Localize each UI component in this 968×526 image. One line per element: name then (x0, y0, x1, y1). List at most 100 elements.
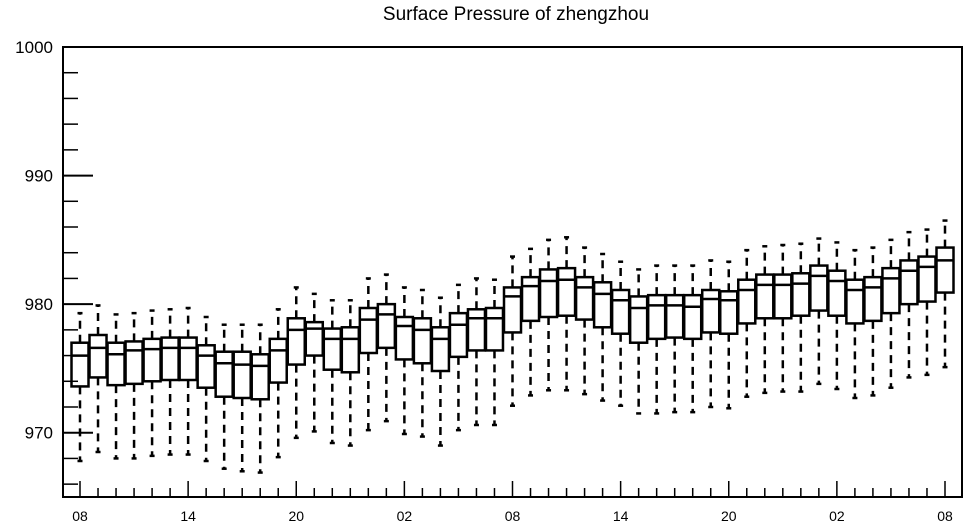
box-iqr (502, 286, 523, 334)
x-tick-label: 20 (288, 508, 304, 524)
box-iqr (556, 266, 577, 317)
box-iqr (917, 255, 937, 303)
y-tick-label: 990 (25, 167, 53, 186)
box-iqr (376, 302, 397, 350)
box-15 (340, 299, 361, 447)
box-38 (755, 245, 775, 395)
box-iqr (610, 288, 631, 335)
box-30 (610, 260, 631, 407)
box-iqr (430, 326, 451, 373)
box-iqr (124, 340, 144, 386)
box-28 (574, 246, 595, 396)
box-27 (556, 236, 577, 392)
box-iqr (845, 278, 865, 325)
x-tick-label: 02 (397, 508, 413, 524)
box-iqr (196, 344, 216, 389)
box-iqr (70, 341, 90, 388)
box-45 (881, 238, 901, 389)
box-47 (917, 228, 937, 377)
box-iqr (809, 264, 829, 312)
box-20 (430, 296, 451, 447)
box-iqr (628, 295, 649, 344)
box-29 (592, 252, 613, 402)
x-tick-label: 20 (721, 508, 737, 524)
box-14 (322, 299, 343, 445)
box-36 (719, 260, 739, 410)
box-iqr (592, 281, 613, 329)
box-23 (484, 278, 505, 427)
box-iqr (899, 259, 919, 306)
box-24 (502, 255, 523, 407)
box-32 (646, 264, 667, 415)
box-iqr (827, 269, 847, 317)
box-iqr (106, 341, 126, 387)
box-iqr (250, 353, 270, 401)
box-6 (178, 306, 198, 456)
boxes-layer (70, 219, 955, 474)
box-31 (628, 268, 649, 415)
box-iqr (700, 288, 721, 334)
box-iqr (268, 337, 288, 384)
box-40 (791, 242, 811, 393)
y-tick-label: 1000 (15, 38, 53, 57)
box-21 (448, 283, 469, 432)
box-7 (196, 315, 216, 463)
box-iqr (574, 275, 595, 321)
box-iqr (664, 293, 685, 339)
box-48 (935, 219, 955, 369)
box-18 (394, 286, 415, 436)
box-43 (845, 248, 865, 400)
box-iqr (646, 293, 667, 341)
box-iqr (178, 336, 198, 382)
box-iqr (719, 290, 739, 335)
x-tick-label: 08 (72, 508, 88, 524)
box-44 (863, 246, 883, 397)
box-iqr (682, 293, 703, 341)
box-46 (899, 230, 919, 379)
box-iqr (737, 278, 757, 325)
box-iqr (773, 273, 793, 320)
box-iqr (466, 308, 487, 352)
box-41 (809, 237, 829, 386)
box-iqr (791, 272, 811, 317)
box-1 (88, 304, 108, 454)
box-16 (358, 277, 379, 432)
box-iqr (304, 320, 325, 357)
x-tick-label: 14 (180, 508, 196, 524)
box-26 (538, 238, 559, 392)
box-iqr (755, 273, 775, 320)
box-12 (286, 286, 306, 440)
box-2 (106, 313, 126, 460)
box-22 (466, 277, 487, 427)
box-iqr (142, 337, 162, 383)
box-13 (304, 292, 325, 433)
box-5 (160, 308, 180, 456)
chart-title: Surface Pressure of zhengzhou (382, 4, 650, 25)
box-iqr (538, 268, 559, 319)
box-iqr (358, 306, 379, 355)
box-3 (124, 311, 144, 460)
box-35 (700, 259, 721, 409)
box-4 (142, 309, 162, 458)
box-0 (70, 311, 90, 463)
box-iqr (88, 333, 108, 379)
box-iqr (484, 306, 505, 352)
axes-layer: 970 980 990 1000 08 14 20 02 08 14 20 02 08 (15, 38, 963, 524)
box-iqr (340, 326, 361, 374)
box-iqr (232, 350, 252, 400)
box-iqr (448, 311, 469, 359)
box-34 (682, 264, 703, 414)
box-iqr (286, 317, 306, 366)
box-9 (232, 323, 252, 473)
x-tick-label: 14 (613, 508, 629, 524)
box-iqr (160, 336, 180, 382)
box-33 (664, 264, 685, 414)
box-iqr (322, 327, 343, 371)
box-39 (773, 243, 793, 393)
x-tick-label: 02 (829, 508, 845, 524)
box-iqr (881, 266, 901, 315)
box-19 (412, 288, 433, 438)
box-25 (520, 247, 541, 397)
box-iqr (520, 275, 541, 323)
